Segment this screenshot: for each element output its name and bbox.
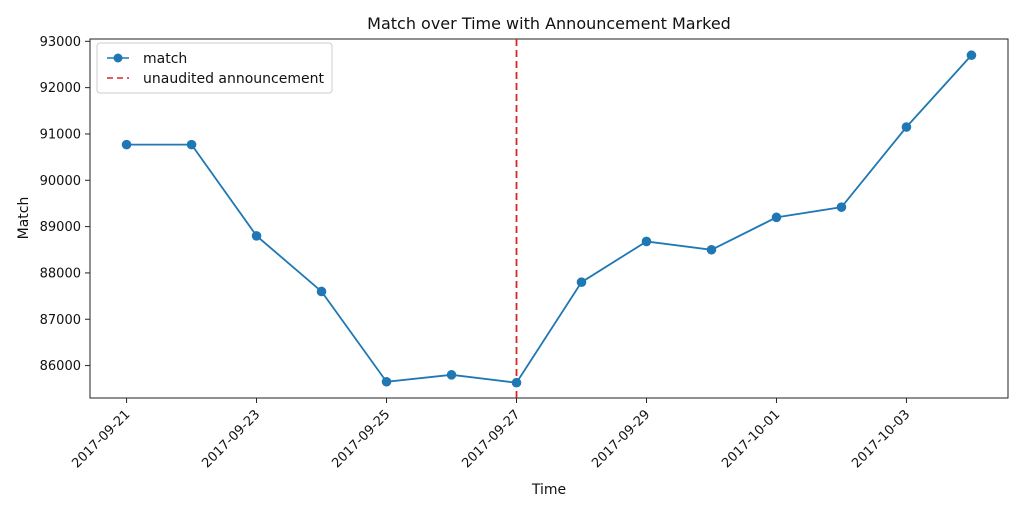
data-point xyxy=(836,202,847,212)
data-point xyxy=(251,231,262,241)
legend-series-label: match xyxy=(143,51,187,67)
x-tick-label: 2017-09-23 xyxy=(199,407,263,471)
y-tick-label: 92000 xyxy=(40,81,81,96)
data-point xyxy=(771,212,782,223)
data-point xyxy=(576,277,587,287)
x-tick-label: 2017-09-21 xyxy=(69,407,133,471)
data-point xyxy=(511,377,522,388)
data-point xyxy=(381,376,392,387)
legend-box xyxy=(96,42,333,94)
series-line-match xyxy=(126,54,973,384)
x-axis-ticks: 2017-09-21 2017-09-23 2017-09-25 2017-09-27… xyxy=(69,398,913,471)
y-tick-label: 86000 xyxy=(40,359,81,374)
y-tick-label: 93000 xyxy=(40,35,81,50)
y-tick-label: 87000 xyxy=(40,313,81,328)
data-point xyxy=(316,286,327,297)
x-tick-label: 2017-10-03 xyxy=(849,407,913,471)
plot-border xyxy=(89,38,1009,399)
legend-announcement-label: unaudited announcement xyxy=(143,71,324,87)
legend: match unaudited announcement xyxy=(96,42,333,94)
data-point xyxy=(901,122,912,132)
series-layer xyxy=(121,50,977,388)
y-axis-ticks: 86000 87000 88000 89000 90000 91000 92000 93000 xyxy=(40,35,90,374)
data-point xyxy=(641,236,652,247)
x-tick-label: 2017-09-27 xyxy=(459,407,523,471)
legend-series-marker xyxy=(113,53,123,63)
y-tick-label: 88000 xyxy=(40,266,81,281)
x-axis-label: Time xyxy=(531,482,566,498)
chart-title: Match over Time with Announcement Marked xyxy=(367,14,731,33)
data-point xyxy=(121,139,132,150)
y-tick-label: 91000 xyxy=(40,127,81,142)
data-point xyxy=(446,370,457,380)
data-point xyxy=(706,244,717,255)
data-point xyxy=(186,139,197,150)
plot-frame xyxy=(89,38,1009,399)
y-tick-label: 90000 xyxy=(40,174,81,189)
x-tick-label: 2017-09-25 xyxy=(329,407,393,471)
x-tick-label: 2017-10-01 xyxy=(719,407,783,471)
y-tick-label: 89000 xyxy=(40,220,81,235)
x-tick-label: 2017-09-29 xyxy=(589,407,653,471)
data-point xyxy=(966,50,977,61)
y-axis-label: Match xyxy=(16,197,32,240)
